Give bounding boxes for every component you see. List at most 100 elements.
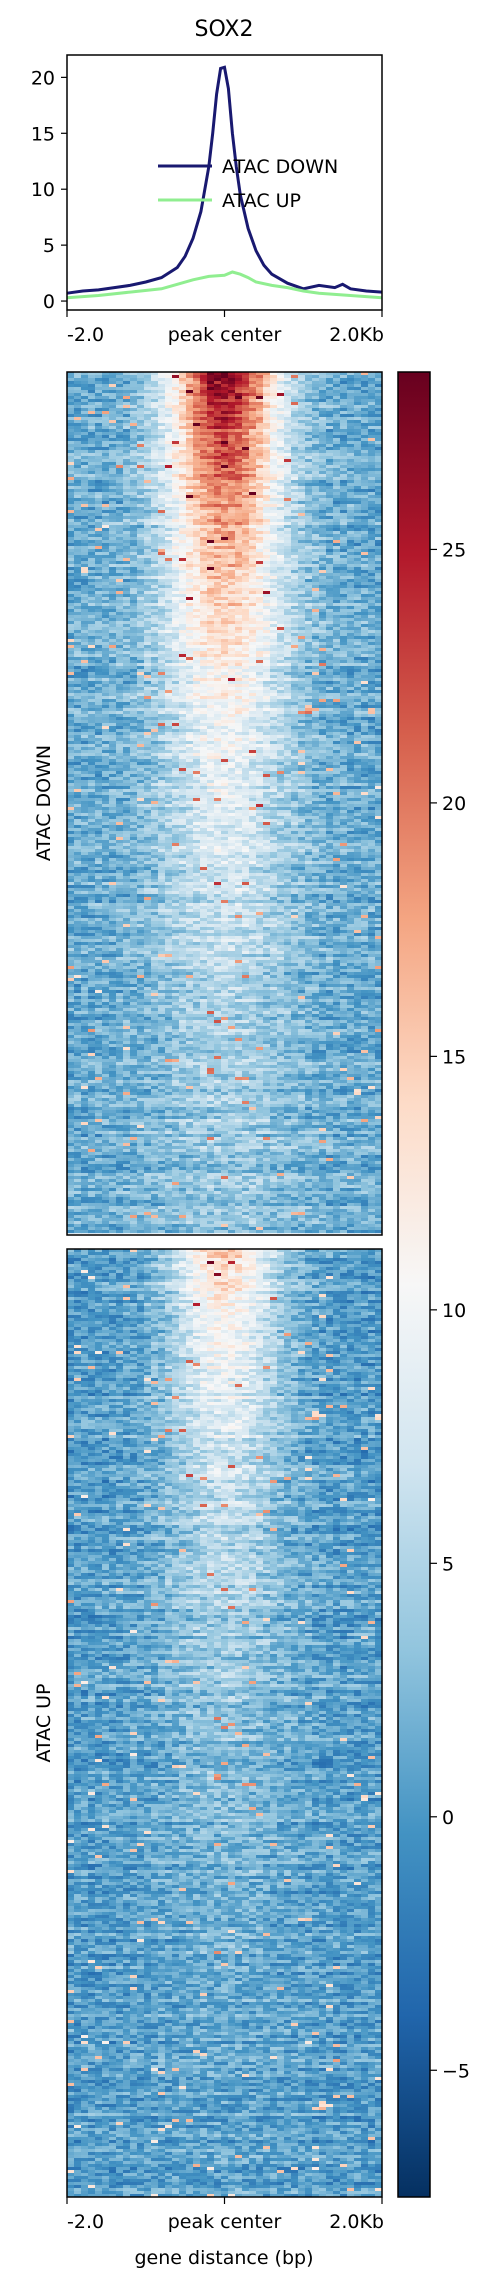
- heatmap-atac-down-cell: [305, 387, 313, 391]
- heatmap-atac-down-cell: [207, 537, 215, 541]
- heatmap-atac-down-cell: [109, 648, 117, 652]
- heatmap-atac-down-cell: [67, 501, 75, 505]
- heatmap-atac-down-cell: [242, 630, 250, 634]
- heatmap-atac-down-cell: [207, 543, 215, 547]
- heatmap-atac-down-cell: [263, 510, 271, 514]
- heatmap-atac-down-cell: [165, 408, 173, 412]
- heatmap-atac-down-cell: [333, 546, 341, 550]
- heatmap-atac-down-cell: [200, 606, 208, 610]
- heatmap-atac-down-cell: [172, 693, 180, 697]
- heatmap-atac-down-cell: [74, 621, 82, 625]
- heatmap-atac-down-cell: [179, 453, 187, 457]
- heatmap-atac-down-cell: [179, 657, 187, 661]
- heatmap-atac-down-cell: [130, 645, 138, 649]
- heatmap-atac-down-cell: [151, 411, 159, 415]
- heatmap-atac-down-cell: [172, 615, 180, 619]
- heatmap-atac-down-cell: [221, 630, 229, 634]
- heatmap-atac-down-cell: [158, 393, 166, 397]
- heatmap-atac-down-cell: [130, 441, 138, 445]
- heatmap-atac-down-cell: [242, 465, 250, 469]
- heatmap-atac-down-cell: [102, 684, 110, 688]
- heatmap-atac-down-cell: [333, 672, 341, 676]
- heatmap-atac-down-cell: [277, 603, 285, 607]
- heatmap-atac-down-cell: [88, 450, 96, 454]
- heatmap-atac-down-cell: [179, 405, 187, 409]
- heatmap-atac-down-cell: [102, 456, 110, 460]
- heatmap-atac-down-cell: [179, 471, 187, 475]
- heatmap-atac-down-cell: [102, 528, 110, 532]
- heatmap-atac-down-cell: [270, 501, 278, 505]
- heatmap-atac-down-cell: [221, 426, 229, 430]
- heatmap-atac-down-cell: [158, 402, 166, 406]
- heatmap-atac-down-cell: [74, 564, 82, 568]
- heatmap-atac-down-cell: [151, 378, 159, 382]
- heatmap-atac-down-cell: [81, 549, 89, 553]
- heatmap-atac-down-cell: [326, 669, 334, 673]
- heatmap-atac-down-cell: [340, 639, 348, 643]
- heatmap-atac-down-cell: [200, 636, 208, 640]
- heatmap-atac-down-cell: [88, 609, 96, 613]
- heatmap-atac-down-cell: [270, 462, 278, 466]
- heatmap-atac-down-cell: [284, 414, 292, 418]
- heatmap-atac-down-cell: [165, 534, 173, 538]
- heatmap-atac-down-cell: [151, 456, 159, 460]
- heatmap-atac-down-cell: [109, 462, 117, 466]
- heatmap-atac-down-cell: [109, 609, 117, 613]
- heatmap-atac-down-cell: [340, 474, 348, 478]
- heatmap-atac-down-cell: [130, 375, 138, 379]
- heatmap-atac-down-cell: [312, 669, 320, 673]
- heatmap-atac-down-cell: [200, 432, 208, 436]
- heatmap-atac-down-cell: [249, 672, 257, 676]
- heatmap-atac-down-cell: [88, 663, 96, 667]
- heatmap-atac-down-cell: [158, 423, 166, 427]
- heatmap-atac-down-cell: [361, 483, 369, 487]
- heatmap-atac-down-cell: [312, 543, 320, 547]
- heatmap-atac-down-cell: [81, 492, 89, 496]
- heatmap-atac-down-cell: [221, 396, 229, 400]
- heatmap-atac-down-cell: [130, 630, 138, 634]
- heatmap-atac-down-cell: [312, 384, 320, 388]
- heatmap-atac-down-cell: [284, 639, 292, 643]
- heatmap-atac-down-cell: [123, 462, 131, 466]
- heatmap-atac-down-cell: [102, 399, 110, 403]
- heatmap-atac-down-cell: [81, 504, 89, 508]
- heatmap-atac-down-cell: [228, 498, 236, 502]
- heatmap-atac-down-cell: [81, 444, 89, 448]
- heatmap-atac-down-cell: [326, 687, 334, 691]
- heatmap-atac-down-cell: [270, 600, 278, 604]
- heatmap-atac-down-cell: [235, 405, 243, 409]
- heatmap-atac-down-cell: [88, 687, 96, 691]
- heatmap-atac-down-cell: [200, 486, 208, 490]
- heatmap-atac-down-cell: [242, 588, 250, 592]
- heatmap-atac-down-cell: [354, 516, 362, 520]
- heatmap-atac-down-cell: [277, 651, 285, 655]
- heatmap-atac-down-cell: [116, 519, 124, 523]
- heatmap-atac-down-cell: [200, 411, 208, 415]
- heatmap-atac-down-cell: [305, 432, 313, 436]
- heatmap-atac-down-cell: [277, 441, 285, 445]
- heatmap-atac-down-cell: [347, 606, 355, 610]
- heatmap-atac-down-cell: [102, 378, 110, 382]
- heatmap-atac-down-cell: [109, 615, 117, 619]
- heatmap-atac-down-cell: [207, 510, 215, 514]
- heatmap-atac-down-cell: [172, 441, 180, 445]
- heatmap-atac-down-cell: [172, 474, 180, 478]
- heatmap-atac-down-cell: [291, 477, 299, 481]
- heatmap-atac-down-cell: [81, 495, 89, 499]
- heatmap-atac-down-cell: [172, 579, 180, 583]
- heatmap-atac-down-cell: [95, 453, 103, 457]
- heatmap-atac-down-cell: [340, 447, 348, 451]
- heatmap-atac-down-cell: [74, 576, 82, 580]
- heatmap-atac-down-cell: [95, 684, 103, 688]
- heatmap-atac-down-cell: [333, 531, 341, 535]
- heatmap-atac-down-cell: [67, 522, 75, 526]
- heatmap-atac-down-cell: [158, 483, 166, 487]
- heatmap-atac-down-cell: [277, 585, 285, 589]
- heatmap-atac-down-cell: [340, 678, 348, 682]
- heatmap-atac-down-cell: [235, 498, 243, 502]
- heatmap-atac-down-cell: [172, 609, 180, 613]
- heatmap-atac-down-cell: [228, 585, 236, 589]
- heatmap-atac-down-cell: [221, 687, 229, 691]
- heatmap-atac-down-cell: [291, 555, 299, 559]
- heatmap-atac-down-cell: [298, 666, 306, 670]
